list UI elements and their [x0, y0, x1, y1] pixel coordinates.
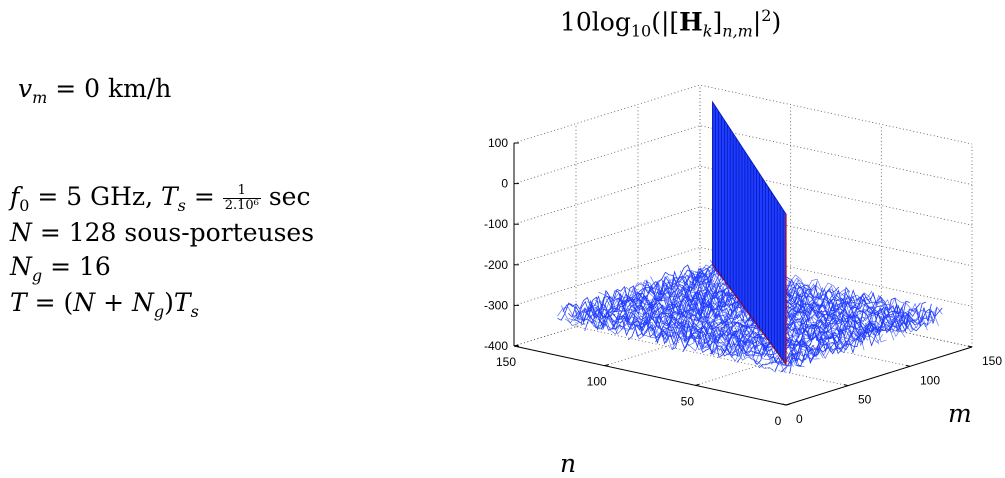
surface-col — [627, 286, 857, 348]
ridge-base-edge — [712, 264, 787, 365]
subcarrier-count-label: N = 128 sous-porteuses — [10, 218, 315, 247]
y-tick-label: 50 — [858, 393, 872, 407]
y-tick-label: 0 — [796, 412, 803, 426]
surface-col — [631, 283, 861, 346]
x-tick-label: 0 — [775, 414, 782, 428]
x-tick-label: 100 — [587, 375, 607, 389]
z-tick-label: -200 — [484, 258, 508, 272]
z-tick-label: -300 — [484, 298, 508, 312]
surface-col — [605, 295, 835, 357]
surface-col — [564, 310, 794, 367]
surface-col — [575, 302, 805, 368]
y-tick-mark — [843, 384, 849, 387]
z-tick-label: 100 — [488, 136, 508, 150]
y-tick-label: 100 — [920, 373, 940, 387]
y-tick-mark — [967, 345, 973, 348]
x-axis-label: n — [560, 449, 576, 478]
x-axis-line — [513, 345, 787, 406]
grid-line — [695, 326, 882, 386]
x-tick-mark — [604, 364, 609, 367]
carrier-frequency-label: f0 = 5 GHz, Ts = 1 2.10⁶ sec — [10, 182, 311, 215]
grid-line — [637, 306, 911, 367]
surface-layer — [557, 100, 943, 374]
surface-col — [680, 270, 909, 331]
z-tick-label: 0 — [501, 177, 508, 191]
velocity-label: vm = 0 km/h — [18, 74, 172, 107]
axis-layer: -400 -300 -200 -100 0 100 0 50 100 150 0 50 100 150 — [484, 136, 1002, 428]
y-axis-line — [785, 346, 973, 406]
x-tick-mark — [695, 383, 700, 386]
z-tick-label: -100 — [484, 217, 508, 231]
grid-line — [513, 287, 701, 347]
surface-col — [676, 272, 906, 338]
x-tick-mark — [513, 344, 519, 347]
surface-col — [579, 306, 809, 361]
y-axis-label: m — [948, 399, 972, 428]
z-tick-label: -400 — [484, 339, 508, 353]
grid-line — [604, 307, 791, 367]
x-tick-mark — [785, 403, 791, 406]
guard-interval-label: Ng = 16 — [10, 252, 111, 285]
x-tick-label: 50 — [681, 394, 695, 408]
surface-col — [557, 307, 787, 373]
y-tick-mark — [905, 364, 911, 367]
y-tick-mark — [781, 403, 787, 406]
chart-title: 10log10(|[Hk]n,m|2) — [560, 6, 782, 41]
grid-line — [575, 326, 849, 387]
surface-row — [742, 297, 900, 356]
surface-row — [789, 307, 943, 374]
sampling-fraction: 1 2.10⁶ — [222, 183, 261, 213]
surface-col — [572, 308, 801, 368]
y-tick-label: 150 — [982, 354, 1002, 368]
surface-col — [598, 291, 828, 356]
surface-col — [624, 287, 854, 350]
x-tick-label: 150 — [496, 355, 516, 369]
symbol-duration-label: T = (N + Ng)Ts — [10, 288, 199, 321]
surface-row — [774, 303, 932, 371]
